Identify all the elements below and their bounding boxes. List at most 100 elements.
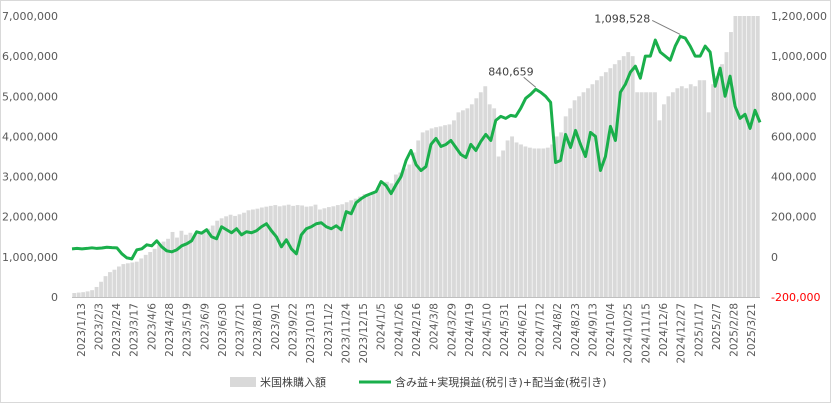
bar-mark — [577, 96, 581, 297]
bar-mark — [693, 86, 698, 297]
x-tick-label: 2023/3/17 — [129, 303, 141, 357]
bar-mark — [501, 150, 506, 297]
bar-mark — [161, 241, 166, 297]
x-tick-label: 2024/9/13 — [587, 303, 599, 357]
right-tick-label: 800,000 — [771, 90, 817, 103]
x-tick-label: 2023/2/3 — [94, 303, 106, 350]
bar-mark — [679, 86, 684, 297]
x-tick-label: 2023/2/24 — [111, 303, 123, 357]
bar-mark — [148, 252, 153, 297]
annotations-layer: 840,659 1,098,528 — [488, 12, 681, 88]
bar-mark — [197, 233, 202, 297]
bar-mark — [367, 196, 372, 297]
bar-mark — [572, 100, 577, 297]
x-tick-label: 2023/8/10 — [252, 303, 264, 357]
bar-mark — [94, 286, 99, 297]
left-tick-label: 6,000,000 — [2, 50, 58, 63]
x-tick-label: 2023/6/30 — [217, 303, 229, 357]
bar-mark — [331, 206, 336, 297]
bar-mark — [103, 276, 108, 297]
bar-mark — [648, 92, 653, 298]
bar-mark — [407, 164, 412, 297]
bar-mark — [514, 142, 519, 297]
x-tick-label: 2024/12/6 — [658, 303, 670, 357]
x-tick-label: 2023/11/24 — [340, 303, 352, 364]
bar-mark — [353, 198, 358, 297]
bar-mark — [246, 210, 251, 297]
bar-mark — [474, 98, 479, 297]
bar-mark — [85, 291, 90, 297]
bar-mark — [416, 140, 421, 297]
x-tick-label: 2023/4/6 — [146, 303, 158, 350]
bar-mark — [170, 231, 175, 297]
x-tick-label: 2024/11/15 — [640, 303, 652, 364]
bar-mark — [460, 110, 465, 297]
bar-mark — [505, 140, 510, 297]
bar-mark — [724, 52, 729, 297]
x-tick-label: 2023/1/13 — [76, 303, 88, 357]
left-tick-label: 5,000,000 — [2, 90, 58, 103]
x-tick-label: 2024/6/21 — [517, 303, 529, 357]
bar-mark — [425, 130, 430, 297]
bar-mark — [411, 152, 416, 297]
bar-series-layer — [72, 16, 760, 298]
left-tick-label: 4,000,000 — [2, 130, 58, 143]
x-tick-label: 2024/10/25 — [623, 303, 635, 364]
bar-mark — [134, 261, 139, 297]
bar-mark — [599, 76, 604, 298]
bar-mark — [729, 32, 733, 297]
right-tick-label: 600,000 — [771, 130, 817, 143]
bar-mark — [349, 200, 354, 297]
bar-mark — [644, 92, 648, 298]
bar-mark — [639, 92, 644, 298]
bar-mark — [215, 220, 220, 297]
bar-mark — [242, 212, 246, 297]
bar-mark — [116, 266, 121, 297]
bar-mark — [657, 120, 662, 298]
bar-mark — [340, 204, 345, 297]
x-tick-label: 2023/5/19 — [182, 303, 194, 357]
bar-mark — [304, 206, 309, 297]
right-tick-label: 200,000 — [771, 211, 817, 224]
bar-mark — [224, 216, 229, 297]
bar-mark — [617, 60, 622, 297]
bar-mark — [487, 104, 492, 297]
bar-mark — [626, 52, 631, 297]
bar-mark — [702, 80, 707, 297]
x-tick-label: 2024/12/27 — [676, 303, 688, 364]
bar-mark — [688, 84, 693, 298]
bar-mark — [393, 174, 398, 297]
bar-mark — [684, 88, 689, 297]
x-tick-label: 2024/3/29 — [446, 303, 458, 357]
x-tick-label: 2023/12/15 — [358, 303, 370, 364]
bar-mark — [206, 228, 211, 297]
bar-mark — [219, 218, 224, 297]
bar-mark — [188, 232, 193, 297]
bar-mark — [536, 148, 541, 297]
bar-mark — [608, 68, 613, 297]
left-tick-label: 3,000,000 — [2, 171, 58, 184]
bar-mark — [720, 64, 724, 297]
left-tick-label: 2,000,000 — [2, 211, 58, 224]
bar-mark — [99, 281, 103, 297]
bar-mark — [179, 230, 184, 297]
bar-mark — [746, 16, 751, 297]
bar-mark — [737, 16, 742, 297]
bar-mark — [233, 215, 237, 297]
legend: 米国株購入額 含み益+実現損益(税引き)+配当金(税引き) — [230, 375, 607, 389]
x-tick-label: 2025/1/17 — [693, 303, 705, 357]
bar-mark — [318, 209, 322, 297]
right-axis-ticks: -200,000 0 200,000 400,000 600,000 800,000 1,0… — [771, 10, 827, 304]
bar-mark — [452, 120, 456, 298]
x-tick-label: 2024/7/12 — [535, 303, 547, 357]
x-tick-label: 2023/9/22 — [288, 303, 300, 357]
bar-mark — [389, 183, 394, 297]
bar-mark — [528, 147, 532, 297]
bar-mark — [612, 64, 617, 297]
bar-mark — [711, 84, 716, 298]
bar-mark — [434, 127, 439, 297]
bar-mark — [121, 264, 126, 297]
legend-bar-label: 米国株購入額 — [260, 375, 326, 389]
bar-mark — [751, 16, 756, 297]
